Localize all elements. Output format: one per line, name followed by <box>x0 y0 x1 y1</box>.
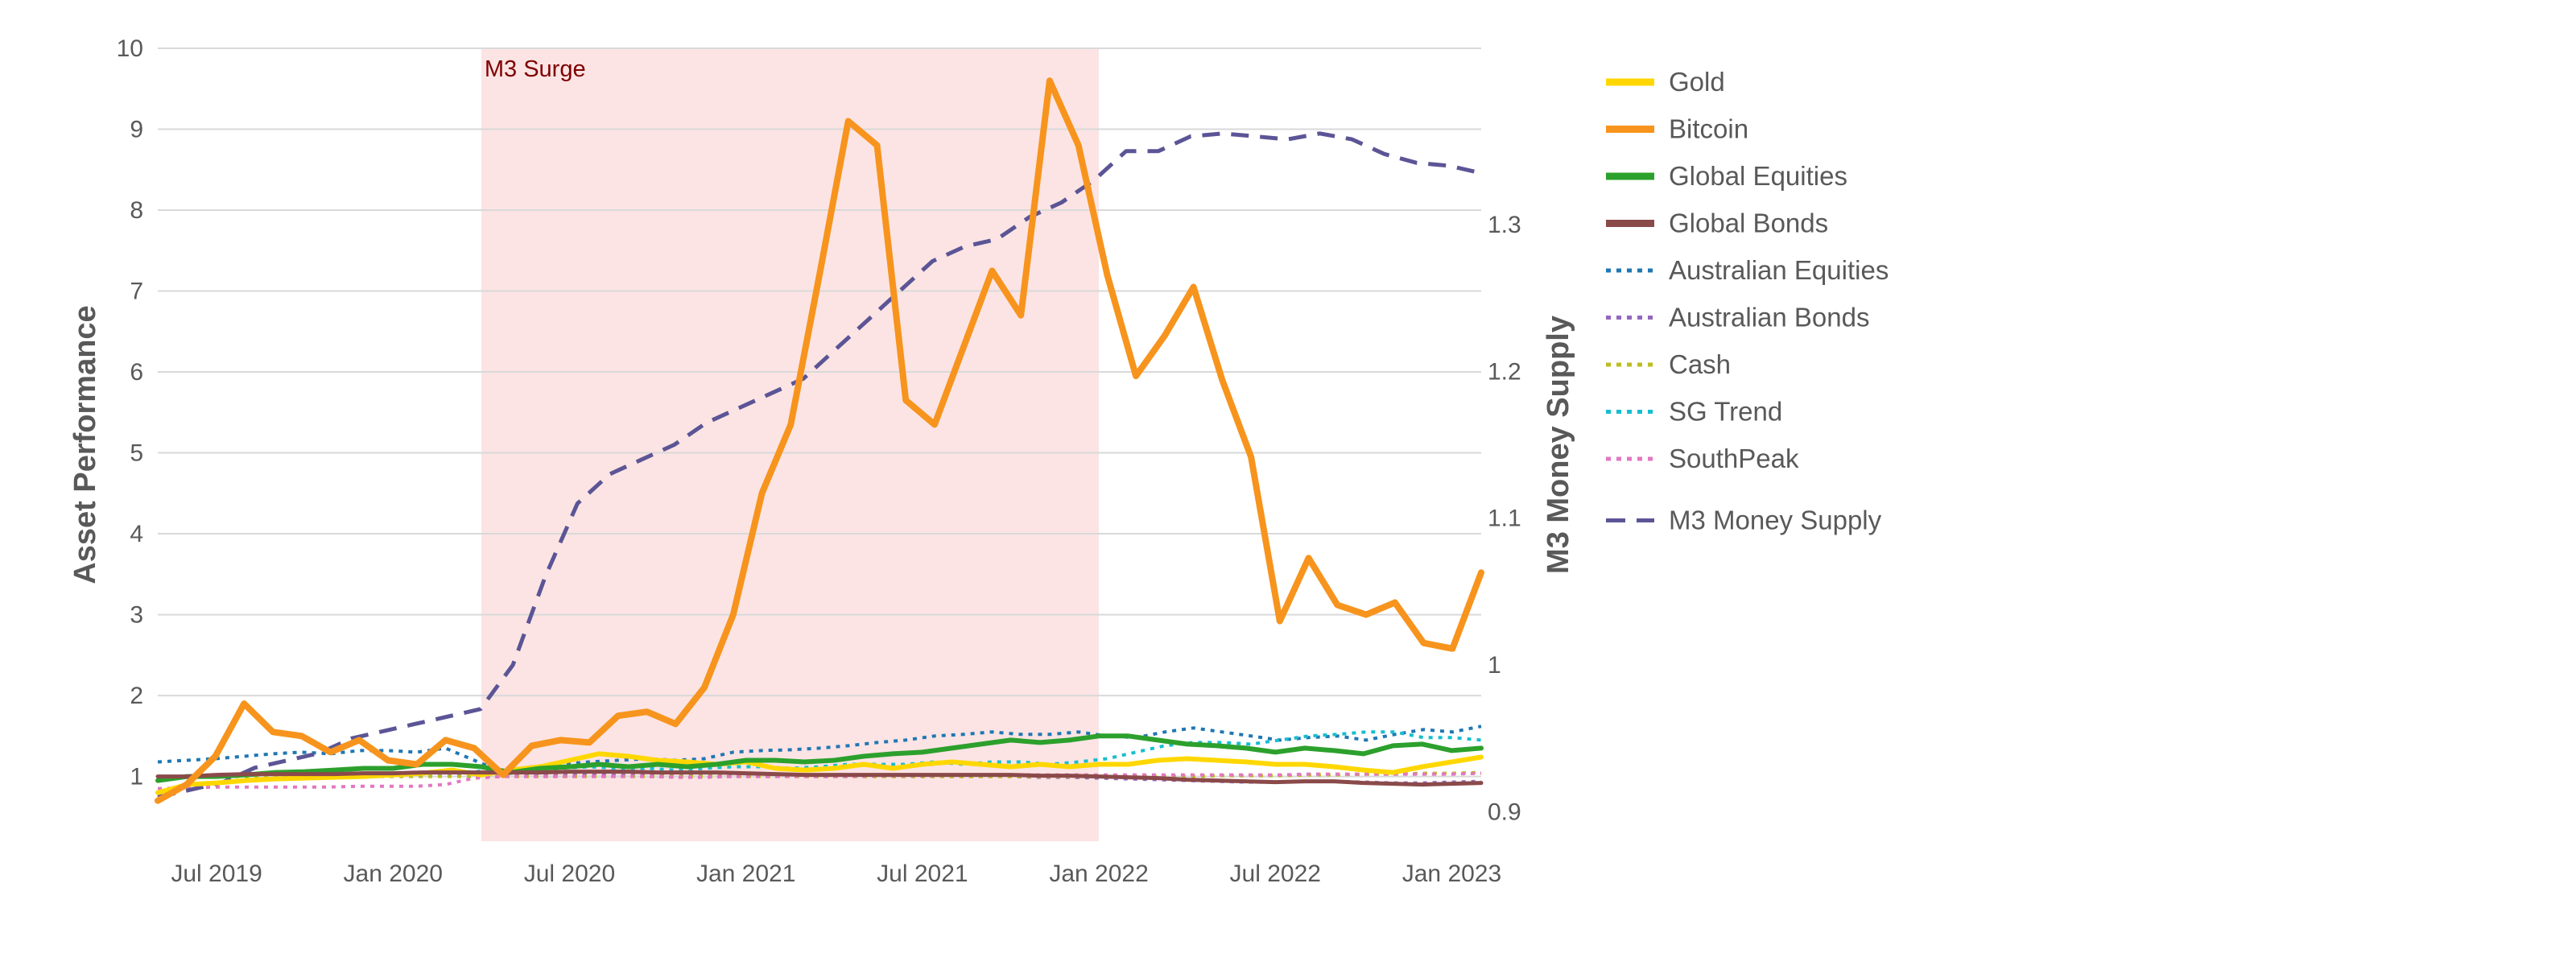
series-line-global-bonds <box>155 770 1484 787</box>
y-axis-title-right: M3 Money Supply <box>1542 316 1575 574</box>
x-tick: Jan 2021 <box>696 861 795 887</box>
legend-label: Australian Equities <box>1669 255 1889 285</box>
legend-item-m3-money-supply: M3 Money Supply <box>1606 506 1882 535</box>
y-tick-right: 1 <box>1488 652 1501 679</box>
legend-item-gold: Gold <box>1606 67 1725 97</box>
y-tick-right: 0.9 <box>1488 799 1521 826</box>
y-tick-right: 1.3 <box>1488 212 1521 238</box>
x-tick: Jul 2020 <box>524 861 615 887</box>
legend-label: SouthPeak <box>1669 444 1799 473</box>
x-tick: Jul 2021 <box>877 861 968 887</box>
legend-item-australian-bonds: Australian Bonds <box>1606 303 1869 332</box>
legend-item-cash: Cash <box>1606 349 1731 379</box>
x-tick: Jul 2022 <box>1230 861 1321 887</box>
y-tick-right: 1.1 <box>1488 506 1521 532</box>
y-tick-left: 2 <box>130 683 143 709</box>
legend-label: M3 Money Supply <box>1669 506 1882 535</box>
y-tick-left: 9 <box>130 117 143 143</box>
legend-item-australian-equities: Australian Equities <box>1606 255 1889 285</box>
x-tick: Jan 2020 <box>344 861 443 887</box>
legend-label: Australian Bonds <box>1669 303 1869 332</box>
gridlines <box>158 47 1481 778</box>
annotation-label-0: M3 Surge <box>485 56 586 82</box>
series-lines <box>155 77 1484 804</box>
y-tick-left: 3 <box>130 602 143 629</box>
series-line-global-equities <box>155 733 1484 783</box>
legend-label: SG Trend <box>1669 397 1782 427</box>
legend-label: Gold <box>1669 67 1725 97</box>
legend-item-global-equities: Global Equities <box>1606 161 1847 191</box>
legend-label: Global Equities <box>1669 161 1847 191</box>
x-tick: Jan 2022 <box>1049 861 1148 887</box>
y-tick-left: 4 <box>130 521 143 547</box>
y-tick-left: 7 <box>130 279 143 305</box>
y-tick-left: 10 <box>117 35 143 62</box>
legend-item-global-bonds: Global Bonds <box>1606 208 1828 238</box>
x-tick: Jan 2023 <box>1402 861 1501 887</box>
shade-layer <box>481 48 1100 841</box>
y-tick-right: 1.2 <box>1488 358 1521 385</box>
series-line-gold <box>155 751 1484 795</box>
y-tick-left: 6 <box>130 359 143 386</box>
x-tick: Jul 2019 <box>171 861 262 887</box>
series-line-australian-equities <box>157 724 1482 774</box>
series-line-m3-money-supply <box>157 131 1482 799</box>
legend: Gold Bitcoin Global Equities Global Bonds Au… <box>1606 67 1889 535</box>
y-axis-title-left: Asset Performance <box>68 305 102 584</box>
legend-label: Global Bonds <box>1669 208 1828 238</box>
y-tick-left: 8 <box>130 197 143 224</box>
legend-label: Bitcoin <box>1669 114 1748 144</box>
annotation-band-0 <box>481 48 1100 841</box>
series-line-southpeak <box>157 771 1482 790</box>
y-tick-left: 5 <box>130 440 143 467</box>
legend-item-sg-trend: SG Trend <box>1606 397 1782 427</box>
series-line-bitcoin <box>155 77 1484 804</box>
legend-label: Cash <box>1669 349 1731 379</box>
legend-item-southpeak: SouthPeak <box>1606 444 1799 473</box>
axes: Asset Performance M3 Money Supply M3 Sur… <box>68 35 1575 887</box>
y-tick-left: 1 <box>130 764 143 790</box>
legend-item-bitcoin: Bitcoin <box>1606 114 1748 144</box>
